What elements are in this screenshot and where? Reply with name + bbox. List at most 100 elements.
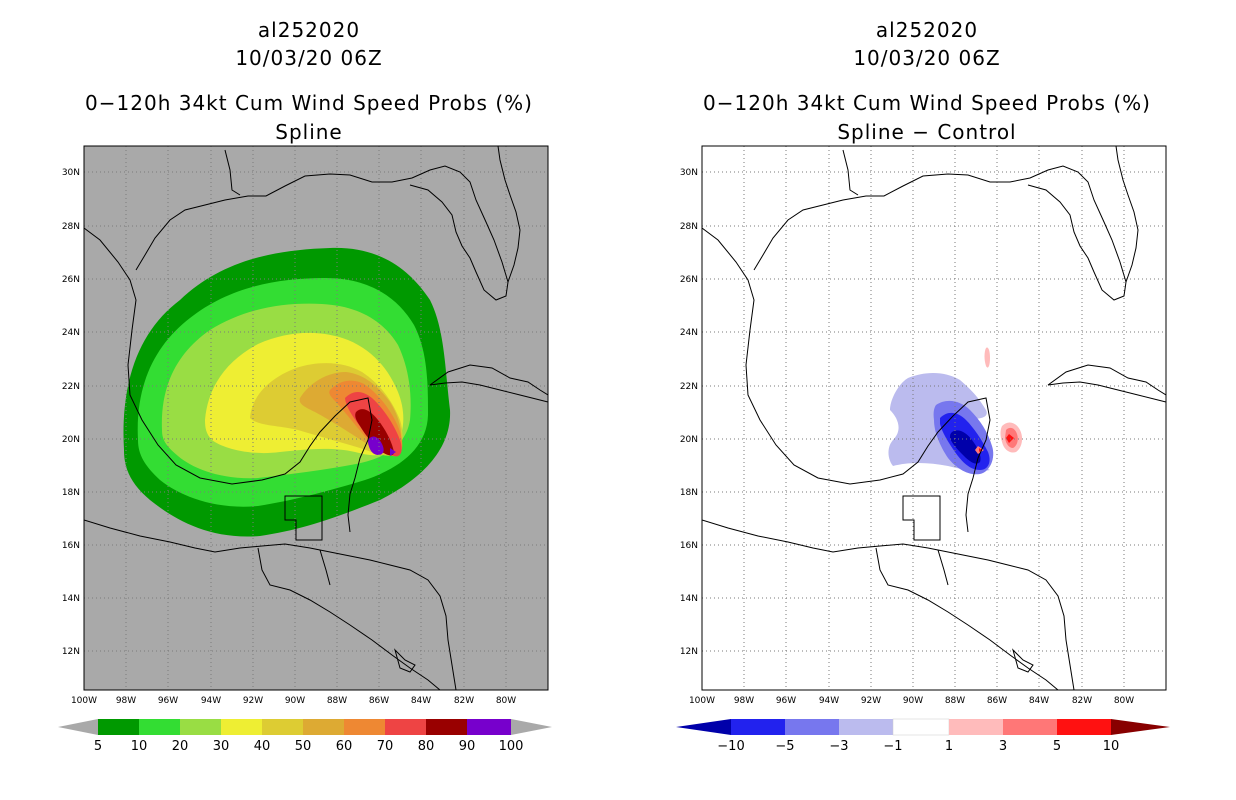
lat-label: 12N	[62, 647, 80, 657]
colorbar-label: 40	[254, 739, 271, 754]
colorbar-swatch-70	[344, 719, 385, 735]
colorbar-label: 1	[945, 739, 953, 754]
colorbar-label: 90	[459, 739, 476, 754]
lon-label: 90W	[285, 696, 305, 706]
product-title: 0−120h 34kt Cum Wind Speed Probs (%)	[703, 91, 1151, 115]
colorbar-swatch-5-10	[1057, 719, 1111, 735]
probability-contours	[123, 247, 451, 537]
lat-label: 18N	[680, 488, 698, 498]
colorbar-label: 30	[213, 739, 230, 754]
colorbar-over-arrow	[511, 719, 552, 735]
lat-axis-labels: 30N 28N 26N 24N 22N 20N 18N 16N 14N 12N	[680, 168, 698, 657]
product-title: 0−120h 34kt Cum Wind Speed Probs (%)	[85, 91, 533, 115]
lat-label: 22N	[62, 382, 80, 392]
lat-label: 30N	[680, 168, 698, 178]
datetime-title: 10/03/20 06Z	[235, 46, 383, 70]
colorbar-label: 10	[1103, 739, 1120, 754]
lat-label: 26N	[680, 275, 698, 285]
lat-label: 16N	[680, 541, 698, 551]
colorbar-label: 100	[499, 739, 524, 754]
diff-minus10-contour	[950, 430, 981, 464]
lon-label: 84W	[411, 696, 431, 706]
colorbar-label: −3	[829, 739, 848, 754]
lon-label: 80W	[496, 696, 516, 706]
colorbar-label: 70	[377, 739, 394, 754]
method-title: Spline − Control	[837, 120, 1017, 144]
lon-label: 98W	[734, 696, 754, 706]
coastlines	[84, 146, 548, 690]
colorbar-swatch-10	[98, 719, 139, 735]
colorbar-label: 60	[336, 739, 353, 754]
prob-90-contour-small	[390, 448, 396, 456]
lat-label: 18N	[62, 488, 80, 498]
difference-colorbar: −10 −5 −3 −1 1 3 5 10	[676, 718, 1170, 754]
lon-label: 94W	[201, 696, 221, 706]
lat-label: 24N	[62, 328, 80, 338]
lon-label: 92W	[243, 696, 263, 706]
lon-label: 96W	[158, 696, 178, 706]
lat-label: 20N	[680, 435, 698, 445]
colorbar-under-arrow	[58, 719, 98, 735]
storm-id-title: al252020	[875, 18, 979, 42]
colorbar-swatch-1-3	[949, 719, 1003, 735]
graticule	[702, 146, 1166, 690]
method-title: Spline	[275, 120, 343, 144]
lat-label: 14N	[62, 594, 80, 604]
difference-map: 30N 28N 26N 24N 22N 20N 18N 16N 14N 12N …	[676, 145, 1170, 754]
coastlines	[702, 146, 1166, 690]
lat-label: 20N	[62, 435, 80, 445]
lon-label: 92W	[861, 696, 881, 706]
lat-label: 12N	[680, 647, 698, 657]
colorbar-over-arrow	[1111, 719, 1170, 735]
datetime-title: 10/03/20 06Z	[853, 46, 1001, 70]
lon-label: 84W	[1029, 696, 1049, 706]
lon-label: 96W	[776, 696, 796, 706]
lat-label: 14N	[680, 594, 698, 604]
lat-label: 28N	[62, 222, 80, 232]
colorbar-swatch-3-5	[1003, 719, 1057, 735]
diff-plus5-contour-c	[979, 448, 982, 452]
lon-label: 88W	[327, 696, 347, 706]
lon-label: 88W	[945, 696, 965, 706]
colorbar-swatch-100	[467, 719, 511, 735]
colorbar-label: −10	[717, 739, 744, 754]
colorbar-swatch-80	[385, 719, 426, 735]
probability-map-panel: al252020 10/03/20 06Z 0−120h 34kt Cum Wi…	[58, 18, 552, 754]
lon-label: 86W	[369, 696, 389, 706]
colorbar-label: 50	[295, 739, 312, 754]
colorbar-swatch-20	[139, 719, 180, 735]
prob-80-contour	[355, 409, 394, 456]
storm-id-title: al252020	[257, 18, 361, 42]
lon-label: 82W	[1072, 696, 1092, 706]
lat-axis-labels: 30N 28N 26N 24N 22N 20N 18N 16N 14N 12N	[62, 168, 80, 657]
probability-colorbar: 5 10 20 30 40 50 60 70 80 90 100	[58, 719, 552, 754]
lon-label: 100W	[689, 696, 715, 706]
colorbar-label: 80	[418, 739, 435, 754]
difference-map-panel: al252020 10/03/20 06Z 0−120h 34kt Cum Wi…	[618, 0, 1236, 800]
colorbar-label: 20	[172, 739, 189, 754]
lon-label: 98W	[116, 696, 136, 706]
map-frame	[701, 145, 1167, 691]
colorbar-label: −1	[883, 739, 902, 754]
colorbar-swatch-60	[303, 719, 344, 735]
colorbar-swatch-40	[221, 719, 262, 735]
lon-label: 100W	[71, 696, 97, 706]
lon-axis-labels: 100W 98W 96W 94W 92W 90W 88W 86W 84W 82W…	[689, 696, 1134, 706]
lon-label: 94W	[819, 696, 839, 706]
colorbar-label: 5	[94, 739, 102, 754]
colorbar-swatch-50	[262, 719, 303, 735]
lon-axis-labels: 100W 98W 96W 94W 92W 90W 88W 86W 84W 82W…	[71, 696, 516, 706]
colorbar-swatch-minus5-minus3	[785, 719, 839, 735]
diff-plus1-contour-b	[984, 347, 990, 368]
lon-label: 86W	[987, 696, 1007, 706]
colorbar-swatch-neutral	[892, 718, 950, 736]
colorbar-swatch-minus10-minus5	[731, 719, 785, 735]
colorbar-swatch-30	[180, 719, 221, 735]
difference-contours	[888, 347, 1023, 475]
lon-label: 80W	[1114, 696, 1134, 706]
colorbar-label: −5	[775, 739, 794, 754]
lon-label: 82W	[454, 696, 474, 706]
graticule	[84, 146, 548, 690]
colorbar-label: 10	[131, 739, 148, 754]
lat-label: 16N	[62, 541, 80, 551]
